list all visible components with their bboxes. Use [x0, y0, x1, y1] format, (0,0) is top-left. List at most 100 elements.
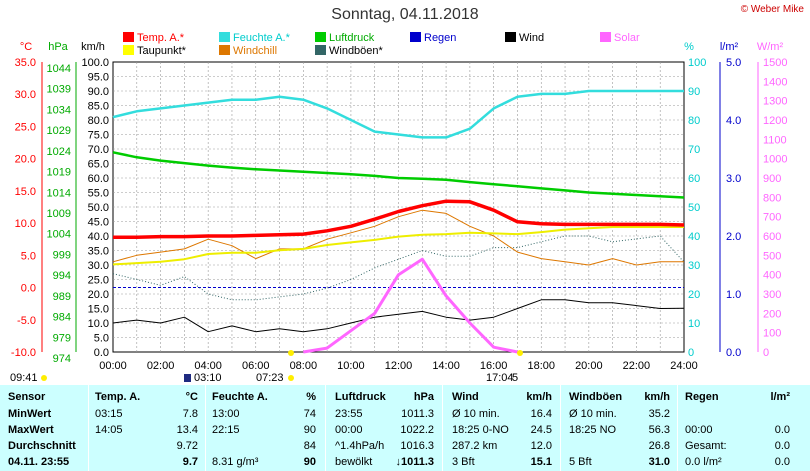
table-cell: % — [306, 391, 316, 403]
temp-tick: -10.0 — [11, 347, 36, 359]
legend-swatch — [219, 45, 230, 55]
solar-tick: 900 — [763, 173, 781, 185]
press-tick: 974 — [53, 353, 71, 365]
temp-tick: 30.0 — [15, 89, 36, 101]
wind-tick: 75.0 — [88, 130, 109, 142]
table-cell: Windböen — [569, 391, 623, 403]
hum-tick: 50 — [688, 202, 700, 214]
legend-label: Windchill — [233, 45, 278, 57]
press-tick: 1029 — [47, 125, 71, 137]
table-separator — [205, 385, 206, 471]
table-cell: 24.5 — [530, 424, 552, 436]
legend-label: Wind — [519, 32, 545, 44]
table-cell: 13.4 — [176, 424, 198, 436]
series-line — [112, 151, 685, 199]
table-separator — [560, 385, 561, 471]
press-tick: 984 — [53, 312, 71, 324]
solar-unit: W/m² — [757, 41, 784, 53]
table-cell: 74 — [303, 408, 316, 420]
series-line — [303, 257, 518, 354]
marker-sunrise: 07:23 — [256, 372, 284, 384]
marker-time-left: 09:41 — [10, 372, 38, 384]
solar-tick: 300 — [763, 289, 781, 301]
hum-tick: 70 — [688, 144, 700, 156]
series-line — [112, 209, 684, 266]
solar-tick: 1000 — [763, 154, 787, 166]
rain-tick: 2.0 — [726, 231, 741, 243]
stats-table — [0, 385, 810, 471]
legend-swatch — [505, 32, 516, 42]
table-cell: 0.0 — [774, 424, 790, 436]
wind-tick: 60.0 — [88, 173, 109, 185]
press-tick: 1014 — [47, 187, 71, 199]
legend-item: Regen — [410, 32, 456, 44]
table-cell: 35.2 — [648, 408, 670, 420]
table-cell: bewölkt — [335, 456, 373, 468]
table-cell: ^1.4hPa/h — [335, 440, 385, 452]
legend-label: Solar — [614, 32, 640, 44]
marker-sunset: 17:04 — [486, 372, 514, 384]
table-cell: 9.72 — [176, 440, 198, 452]
press-tick: 1024 — [47, 146, 71, 158]
table-cell: 04.11. 23:55 — [8, 456, 70, 468]
legend-item: Wind — [505, 32, 544, 44]
legend-swatch — [600, 32, 611, 42]
series-line — [113, 199, 685, 240]
table-cell: 23:55 — [335, 408, 363, 420]
sunrise-icon — [288, 375, 294, 381]
moon-icon — [184, 374, 191, 382]
hum-tick: 0 — [688, 347, 694, 359]
table-cell: 31.0 — [648, 456, 670, 468]
table-cell: 22:15 — [212, 424, 240, 436]
x-tick: 16:00 — [480, 360, 508, 372]
legend-swatch — [315, 32, 326, 42]
wind-tick: 10.0 — [88, 318, 109, 330]
wind-tick: 90.0 — [88, 86, 109, 98]
x-tick: 18:00 — [527, 360, 555, 372]
solar-tick: 800 — [763, 192, 781, 204]
hum-tick: 40 — [688, 231, 700, 243]
table-cell: Temp. A. — [95, 391, 141, 403]
table-cell: 13:00 — [212, 408, 240, 420]
solar-tick: 1100 — [763, 134, 787, 146]
legend-label: Regen — [424, 32, 457, 44]
table-separator — [325, 385, 326, 471]
hum-tick: 10 — [688, 318, 700, 330]
legend-label: Temp. A.* — [137, 32, 185, 44]
solar-tick: 100 — [763, 328, 781, 340]
x-tick: 22:00 — [623, 360, 651, 372]
table-cell: 3 Bft — [452, 456, 475, 468]
table-cell: 0.0 — [774, 440, 790, 452]
table-cell: 26.8 — [648, 440, 670, 452]
wind-unit: km/h — [81, 41, 105, 53]
table-cell: 1016.3 — [400, 440, 434, 452]
legend-swatch — [219, 32, 230, 42]
wind-tick: 65.0 — [88, 159, 109, 171]
press-tick: 1044 — [47, 63, 71, 75]
press-tick: 989 — [53, 291, 71, 303]
hum-tick: 80 — [688, 115, 700, 127]
x-tick: 08:00 — [290, 360, 318, 372]
solar-tick: 1200 — [763, 115, 787, 127]
solar-tick: 1500 — [763, 57, 787, 69]
table-cell: Ø 10 min. — [452, 408, 500, 420]
table-cell: 7.8 — [182, 408, 198, 420]
rain-tick: 5.0 — [726, 57, 741, 69]
table-cell: Luftdruck — [335, 391, 386, 403]
wind-tick: 15.0 — [88, 304, 109, 316]
wind-tick: 45.0 — [88, 217, 109, 229]
series — [112, 89, 685, 354]
x-tick: 00:00 — [99, 360, 127, 372]
table-cell: 18:25 0-NO — [452, 424, 509, 436]
wind-tick: 80.0 — [88, 115, 109, 127]
table-cell: 14:05 — [95, 424, 123, 436]
axes: °C hPa km/h% l/m² W/m² 35.0 30.0 25.0 20.0 15.0 10… — [11, 41, 788, 372]
hum-tick: 20 — [688, 289, 700, 301]
table-cell: 84 — [303, 440, 316, 452]
x-tick: 04:00 — [194, 360, 222, 372]
legend-label: Luftdruck — [329, 32, 375, 44]
temp-tick: 10.0 — [15, 218, 36, 230]
temp-tick: 15.0 — [15, 186, 36, 198]
temp-unit: °C — [20, 41, 32, 53]
table-cell: 90 — [303, 424, 316, 436]
